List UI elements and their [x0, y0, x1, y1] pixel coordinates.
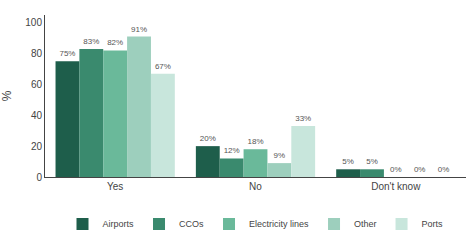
svg-text:75%: 75%: [59, 49, 75, 58]
svg-text:Airports: Airports: [103, 219, 135, 229]
svg-text:83%: 83%: [83, 37, 99, 46]
svg-text:%: %: [0, 90, 14, 101]
svg-text:0%: 0%: [414, 165, 426, 174]
svg-text:Don't know: Don't know: [371, 181, 421, 192]
svg-text:12%: 12%: [224, 146, 240, 155]
svg-text:No: No: [249, 181, 262, 192]
svg-text:40: 40: [31, 110, 43, 121]
svg-text:80: 80: [31, 48, 43, 59]
svg-text:0: 0: [36, 172, 42, 183]
svg-text:67%: 67%: [155, 62, 171, 71]
svg-text:Electricity lines: Electricity lines: [249, 219, 309, 229]
svg-text:20: 20: [31, 141, 43, 152]
svg-text:18%: 18%: [247, 137, 263, 146]
svg-text:Ports: Ports: [422, 219, 444, 229]
svg-text:5%: 5%: [366, 157, 378, 166]
svg-text:60: 60: [31, 79, 43, 90]
svg-text:Other: Other: [354, 219, 377, 229]
svg-text:Yes: Yes: [107, 181, 123, 192]
svg-text:33%: 33%: [295, 114, 311, 123]
svg-text:CCOs: CCOs: [179, 219, 204, 229]
svg-text:100: 100: [25, 17, 42, 28]
svg-text:9%: 9%: [274, 151, 286, 160]
svg-text:0%: 0%: [390, 165, 402, 174]
svg-text:20%: 20%: [200, 134, 216, 143]
svg-text:5%: 5%: [342, 157, 354, 166]
svg-text:91%: 91%: [131, 25, 147, 34]
svg-text:0%: 0%: [438, 165, 450, 174]
svg-text:82%: 82%: [107, 38, 123, 47]
